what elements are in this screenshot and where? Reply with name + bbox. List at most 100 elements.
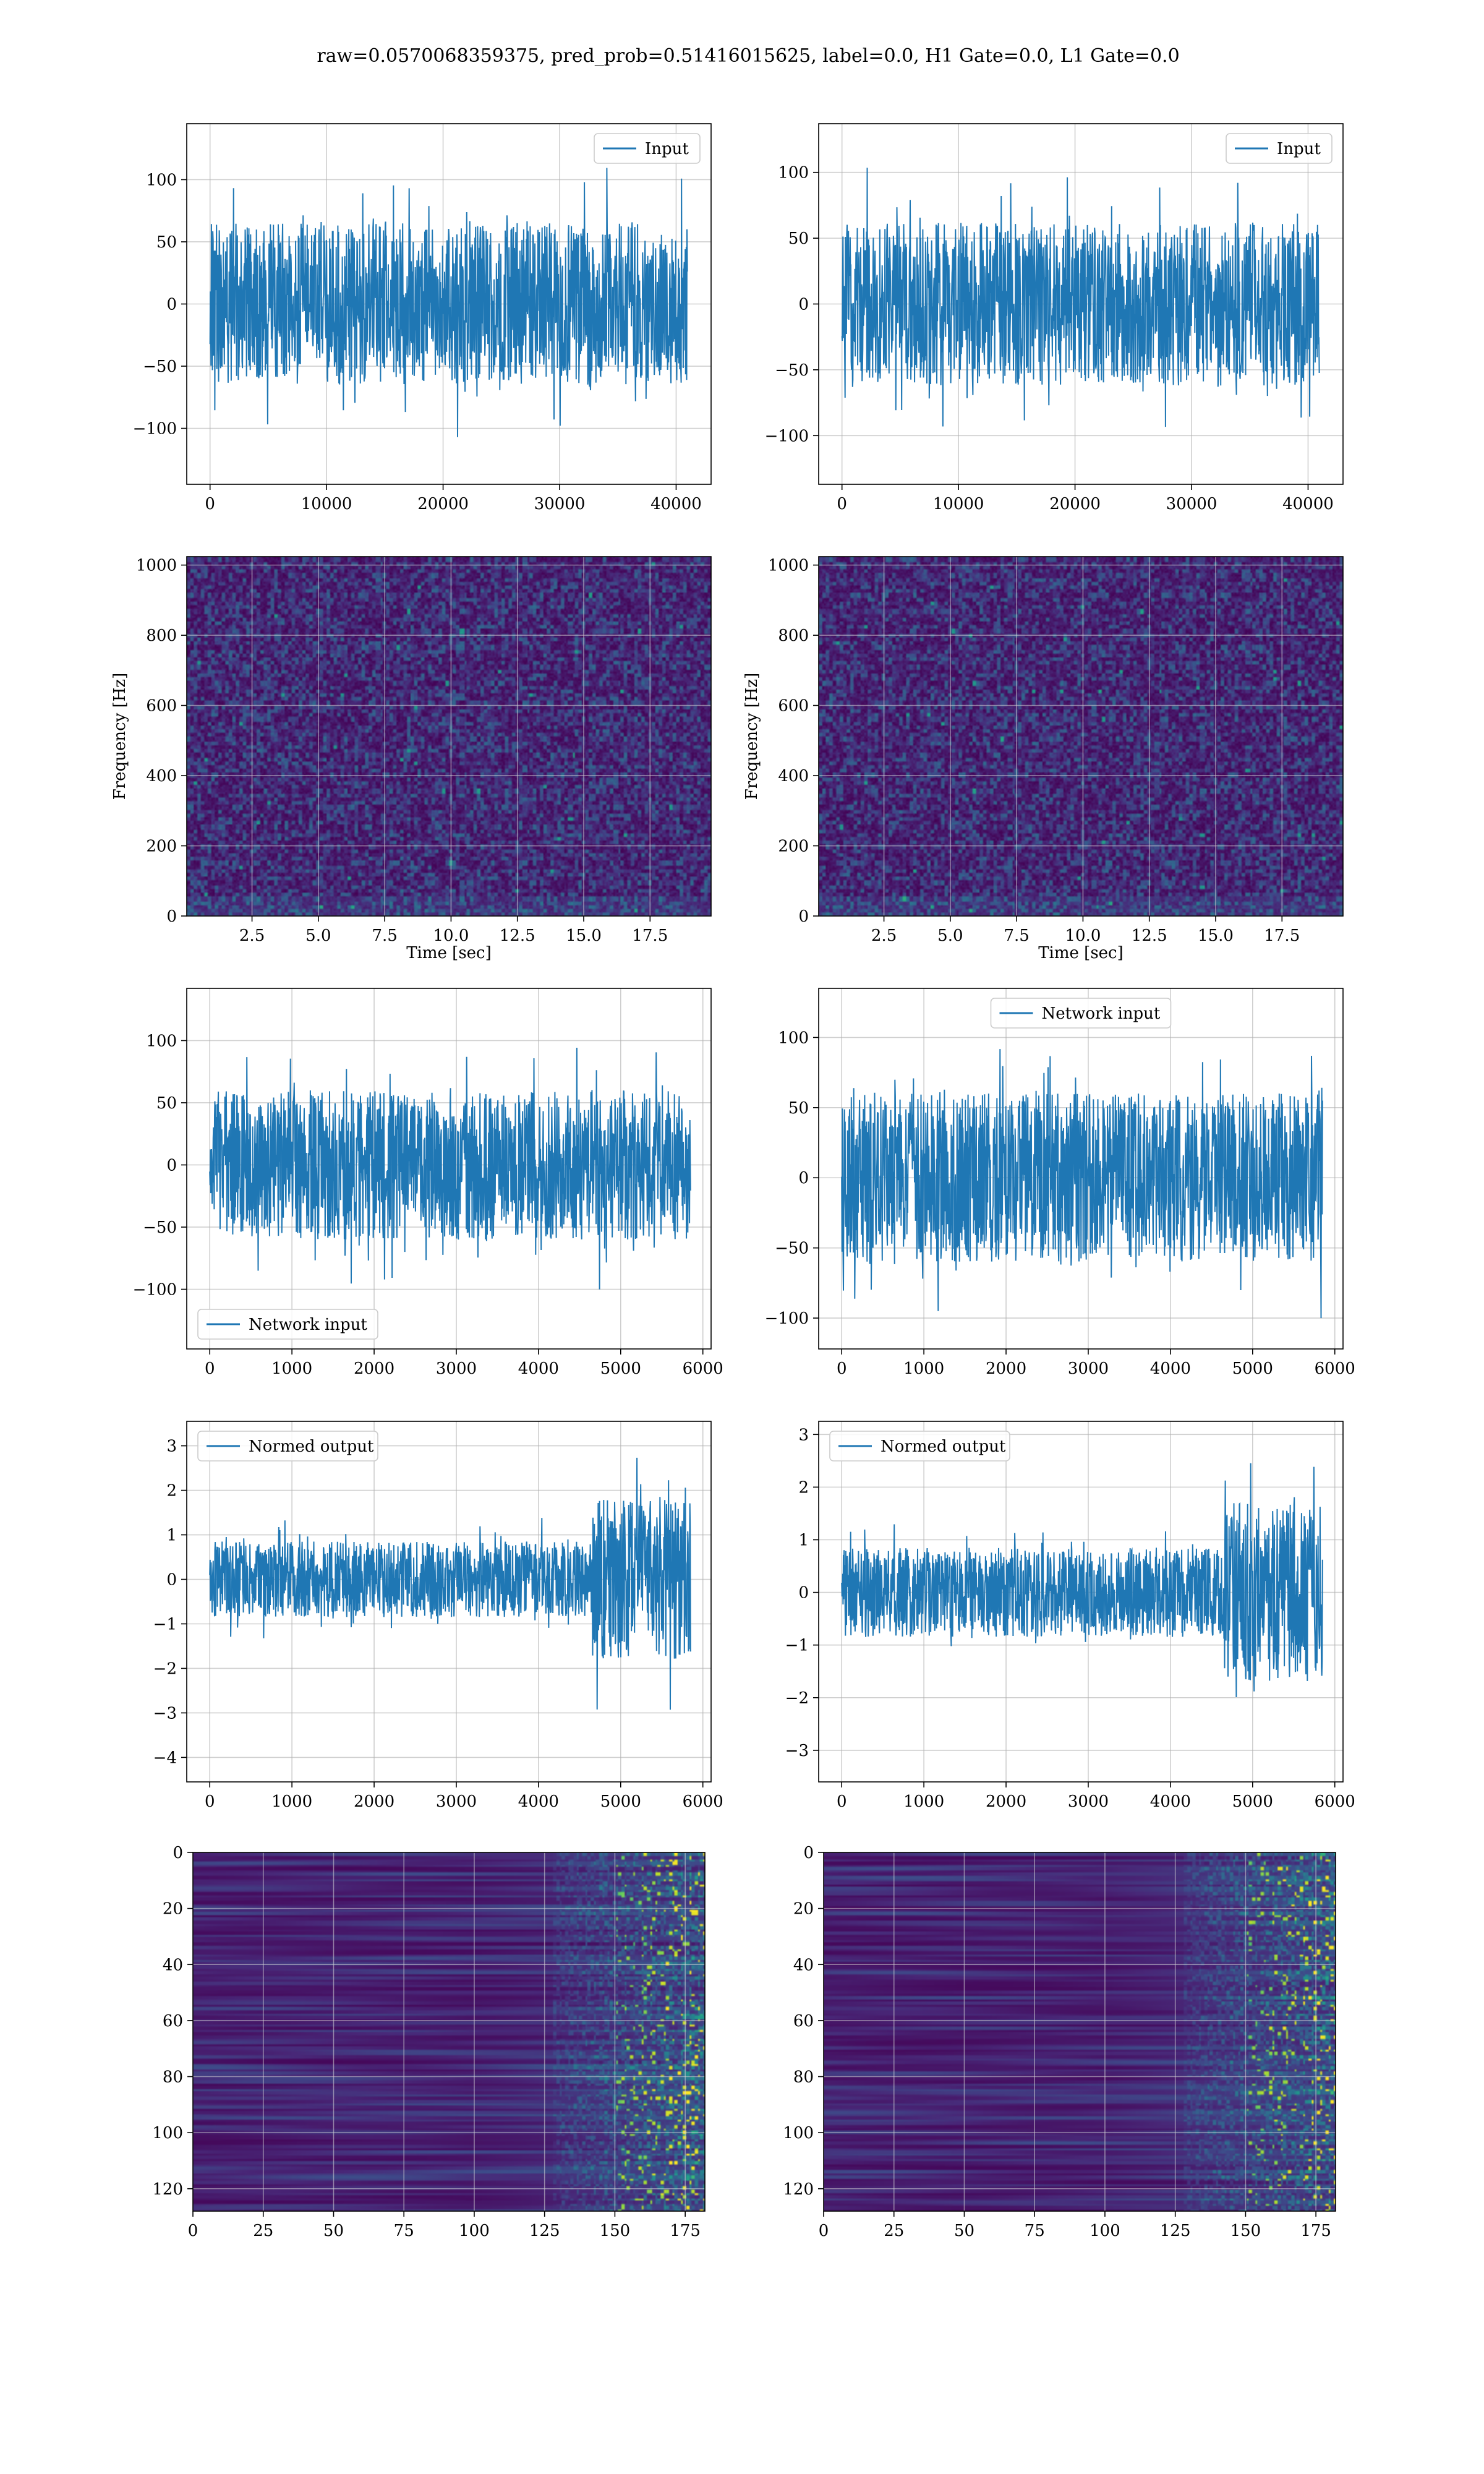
l1-feature-map-x-tick-label: 150 [1230, 2222, 1261, 2240]
l1-normed-output-y-tick-label: 3 [798, 1426, 809, 1444]
l1-spectrogram-y-axis-label: Frequency [Hz] [743, 673, 761, 800]
h1-network-input-y-tick-label: −50 [143, 1218, 177, 1237]
h1-normed-output-legend: Normed output [197, 1431, 378, 1462]
h1-network-input-x-tick-label: 0 [205, 1359, 215, 1378]
h1-feature-map-y-tick-label: 60 [163, 2012, 183, 2031]
l1-network-input-frame [818, 988, 1344, 1350]
h1-input-y-tick-label: 0 [166, 296, 177, 314]
h1-normed-output-y-tick-label: 0 [166, 1571, 177, 1590]
l1-network-input-legend: Network input [990, 998, 1172, 1029]
l1-network-input-x-tick-label: 1000 [903, 1359, 944, 1378]
h1-feature-map-raster [193, 1852, 705, 2211]
l1-feature-map-x-tick-label: 100 [1090, 2222, 1120, 2240]
l1-spectrogram-y-tick-label: 0 [798, 907, 809, 926]
h1-feature-map-y-tick-label: 0 [173, 1844, 183, 1862]
l1-feature-map-y-tick-label: 100 [783, 2124, 814, 2142]
h1-normed-output-x-tick-label: 3000 [436, 1792, 477, 1811]
l1-input-legend: Input [1226, 133, 1333, 164]
h1-normed-output-y-tick-label: −4 [153, 1748, 177, 1767]
l1-spectrogram-frame [818, 556, 1344, 917]
l1-spectrogram-y-tick-label: 1000 [768, 557, 809, 575]
l1-network-input-y-tick-label: 100 [778, 1029, 809, 1047]
h1-input-y-tick-label: 100 [146, 171, 177, 189]
h1-normed-output-y-tick-label: −2 [153, 1659, 177, 1678]
h1-feature-map-x-tick-label: 25 [253, 2222, 273, 2240]
h1-normed-output-axes: 0 1000 2000 3000 4000 5000 6000 −4 −3 −2 −1 0 1 2 3 Nor… [153, 1421, 723, 1811]
l1-feature-map-y-tick-label: 80 [793, 2068, 814, 2087]
h1-network-input-x-tick-label: 4000 [518, 1359, 559, 1378]
h1-input-y-tick-label: −50 [143, 357, 177, 376]
h1-input-x-tick-label: 40000 [650, 495, 702, 513]
l1-normed-output-axes: 0 1000 2000 3000 4000 5000 6000 −3 −2 −1 0 1 2 3 Norme… [785, 1421, 1355, 1811]
l1-feature-map-x-tick-label: 75 [1025, 2222, 1045, 2240]
l1-network-input-y-tick-label: 0 [798, 1169, 809, 1188]
h1-network-input-axes: 0 1000 2000 3000 4000 5000 6000 −100 −50 0 50 100 Ne… [133, 988, 723, 1378]
l1-input-axes: 0 10000 20000 30000 40000 −100 −50 0 50 100 Input [765, 123, 1344, 513]
l1-normed-output-y-tick-label: 0 [798, 1584, 809, 1603]
h1-network-input-legend: Network input [197, 1309, 378, 1340]
h1-normed-output-x-tick-label: 5000 [600, 1792, 641, 1811]
l1-spectrogram-x-tick-label: 12.5 [1132, 927, 1167, 945]
l1-network-input-y-tick-label: −50 [775, 1239, 809, 1258]
h1-spectrogram-x-tick-label: 12.5 [500, 927, 535, 945]
l1-normed-output-y-tick-label: −3 [785, 1742, 809, 1760]
l1-normed-output-x-tick-label: 3000 [1068, 1792, 1109, 1811]
l1-feature-map-y-tick-label: 120 [783, 2180, 814, 2199]
l1-spectrogram-x-tick-label: 5.0 [937, 927, 963, 945]
h1-spectrogram-y-tick-label: 0 [166, 907, 177, 926]
h1-input-legend: Input [594, 133, 701, 164]
h1-feature-map-y-tick-label: 120 [152, 2180, 183, 2199]
h1-spectrogram-x-tick-label: 15.0 [566, 927, 602, 945]
l1-normed-output-x-tick-label: 2000 [986, 1792, 1026, 1811]
l1-feature-map-x-tick-label: 125 [1160, 2222, 1191, 2240]
l1-network-input-legend-label: Network input [1042, 1004, 1161, 1023]
l1-normed-output-legend: Normed output [829, 1431, 1010, 1462]
l1-spectrogram-axes: 2.5 5.0 7.5 10.0 12.5 15.0 17.5 0 200 400 600 800 10… [743, 556, 1344, 962]
l1-feature-map-x-tick-label: 175 [1300, 2222, 1331, 2240]
h1-feature-map-axes: 0 25 50 75 100 125 150 175 0 20 40 60 80 100 120 [152, 1844, 706, 2240]
l1-input-x-tick-label: 0 [837, 495, 847, 513]
h1-network-input-x-tick-label: 6000 [683, 1359, 723, 1378]
h1-feature-map-y-tick-label: 40 [163, 1956, 183, 1974]
l1-input-x-tick-label: 20000 [1049, 495, 1101, 513]
l1-normed-output-frame [818, 1421, 1344, 1783]
h1-normed-output-frame [186, 1421, 712, 1783]
h1-network-input-legend-box [197, 1309, 378, 1340]
l1-feature-map-x-tick-label: 0 [819, 2222, 829, 2240]
l1-feature-map-y-tick-label: 60 [793, 2012, 814, 2031]
h1-input-x-tick-label: 10000 [301, 495, 352, 513]
h1-network-input-legend-label: Network input [249, 1316, 367, 1334]
h1-spectrogram-y-tick-label: 1000 [136, 557, 177, 575]
l1-network-input-x-tick-label: 5000 [1232, 1359, 1273, 1378]
l1-network-input-y-tick-label: −100 [765, 1309, 809, 1328]
h1-normed-output-x-tick-label: 1000 [271, 1792, 312, 1811]
l1-feature-map-x-tick-label: 25 [884, 2222, 904, 2240]
h1-spectrogram-axes: 2.5 5.0 7.5 10.0 12.5 15.0 17.5 0 200 400 600 800 10… [111, 556, 712, 962]
h1-spectrogram-raster [187, 557, 711, 916]
l1-normed-output-series-line [841, 1463, 1323, 1698]
h1-feature-map-x-tick-label: 125 [529, 2222, 560, 2240]
h1-normed-output-legend-label: Normed output [249, 1437, 374, 1456]
h1-normed-output-y-tick-label: 2 [166, 1482, 177, 1500]
l1-network-input-x-tick-label: 6000 [1315, 1359, 1355, 1378]
l1-normed-output-y-tick-label: −1 [785, 1637, 809, 1655]
h1-normed-output-y-tick-label: −1 [153, 1615, 177, 1633]
l1-spectrogram-y-tick-label: 200 [778, 837, 809, 856]
l1-spectrogram-x-tick-label: 17.5 [1264, 927, 1300, 945]
l1-input-x-tick-label: 10000 [933, 495, 984, 513]
h1-network-input-x-tick-label: 1000 [271, 1359, 312, 1378]
l1-normed-output-x-tick-label: 1000 [903, 1792, 944, 1811]
h1-input-x-tick-label: 0 [205, 495, 215, 513]
l1-spectrogram-y-tick-label: 400 [778, 767, 809, 785]
h1-feature-map-y-tick-label: 20 [163, 1900, 183, 1919]
h1-network-input-series-line [209, 1047, 691, 1290]
l1-feature-map-y-tick-label: 40 [793, 1956, 814, 1974]
l1-input-y-tick-label: 100 [778, 164, 809, 182]
h1-input-legend-box [594, 133, 701, 164]
l1-input-y-tick-label: −50 [775, 361, 809, 380]
h1-spectrogram-x-tick-label: 2.5 [239, 927, 265, 945]
l1-feature-map-y-tick-label: 20 [793, 1900, 814, 1919]
h1-spectrogram-frame [186, 556, 712, 917]
l1-spectrogram-x-axis-label: Time [sec] [1038, 944, 1124, 962]
